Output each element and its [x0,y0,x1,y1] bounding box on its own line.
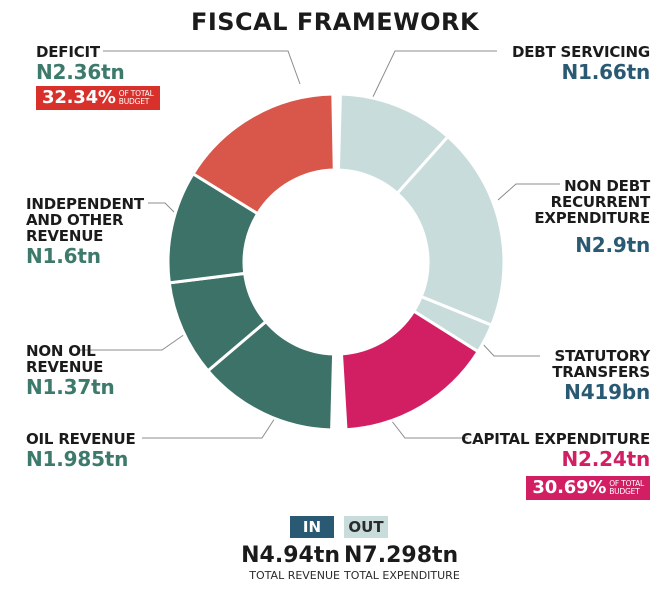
label-capital-expenditure: CAPITAL EXPENDITURE N2.24tn 30.69% OF TO… [461,431,650,500]
non-debt-name-2: RECURRENT [550,193,651,211]
badge-sub-line1: OF TOTAL [609,479,644,488]
label-non-debt-recurrent: NON DEBT RECURRENT EXPENDITURE N2.9tn [534,178,650,256]
independent-name-2: AND OTHER [26,211,124,229]
deficit-badge-sub: OF TOTAL BUDGET [119,90,154,106]
independent-name-1: INDEPENDENT [26,195,144,213]
badge-sub-line1: OF TOTAL [118,89,154,98]
independent-value: N1.6tn [26,244,101,268]
capital-name: CAPITAL EXPENDITURE [461,430,650,448]
deficit-pct: 32.34% [42,87,116,108]
label-non-oil-revenue: NON OIL REVENUE N1.37tn [26,342,115,399]
slice-capital-expenditure [339,309,481,432]
in-chip: IN [290,516,334,538]
statutory-name-1: STATUTORY [554,347,650,365]
capital-badge: 30.69% OF TOTAL BUDGET [526,476,650,500]
chart-title: FISCAL FRAMEWORK [190,8,480,36]
oil-name: OIL REVENUE [26,430,136,448]
badge-sub-line2: BUDGET [118,97,150,106]
statutory-value: N419bn [564,380,650,404]
debt-servicing-name: DEBT SERVICING [511,43,650,61]
debt-servicing-value: N1.66tn [561,60,651,84]
total-expenditure-value: N7.298tn [344,543,459,568]
slice-deficit [190,92,336,216]
non-debt-name-3: EXPENDITURE [534,209,650,227]
total-expenditure-label: TOTAL EXPENDITURE [344,569,460,582]
total-revenue-label: TOTAL REVENUE [249,569,340,582]
badge-sub-line2: BUDGET [609,487,640,496]
label-debt-servicing: DEBT SERVICING N1.66tn [512,44,650,83]
leader-lines [78,50,560,439]
non-oil-name-1: NON OIL [26,342,96,360]
statutory-name-2: TRANSFERS [552,363,650,381]
capital-value: N2.24tn [561,447,651,471]
capital-badge-sub: OF TOTAL BUDGET [609,480,644,496]
out-chip: OUT [344,516,388,538]
oil-value: N1.985tn [26,447,129,471]
donut-slices [166,92,506,432]
slice-non-debt-recurrent [395,134,506,328]
deficit-value: N2.36tn [36,60,125,84]
independent-name-3: REVENUE [26,227,104,245]
label-independent-revenue: INDEPENDENT AND OTHER REVENUE N1.6tn [26,196,144,267]
non-oil-name-2: REVENUE [26,358,104,376]
label-oil-revenue: OIL REVENUE N1.985tn [26,431,136,470]
non-oil-value: N1.37tn [26,375,115,399]
deficit-badge: 32.34% OF TOTAL BUDGET [36,86,160,110]
total-revenue-value: N4.94tn [241,543,340,568]
label-statutory-transfers: STATUTORY TRANSFERS N419bn [552,348,650,403]
label-deficit: DEFICIT N2.36tn 32.34% OF TOTAL BUDGET [36,44,160,110]
capital-pct: 30.69% [532,477,607,498]
deficit-name: DEFICIT [36,43,100,61]
non-debt-name-1: NON DEBT [564,177,650,195]
non-debt-value: N2.9tn [575,233,650,257]
